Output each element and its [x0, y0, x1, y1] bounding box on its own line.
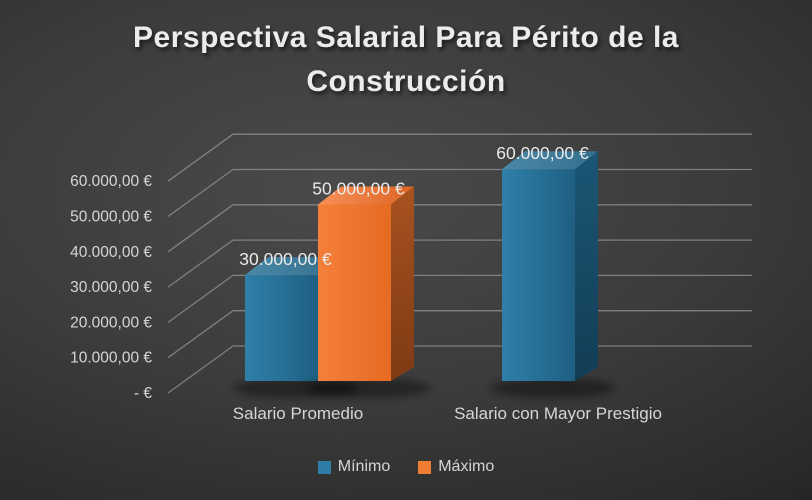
bar-shadow: [306, 378, 431, 398]
legend-label: Máximo: [438, 458, 495, 475]
legend-label: Mínimo: [337, 458, 391, 475]
data-label: 60.000,00 €: [496, 143, 589, 163]
chart-title: Perspectiva Salarial Para Périto de la C…: [133, 21, 679, 99]
bar-top-face: [245, 257, 341, 276]
bars-group: [233, 151, 615, 398]
y-tick-label: - €: [134, 385, 152, 402]
bar-mínimo-1: [502, 169, 575, 381]
bar-side-face: [391, 186, 414, 381]
category-labels-group: Salario Promedio Salario con Mayor Presti…: [233, 404, 662, 423]
legend-item-mínimo: Mínimo: [317, 458, 391, 476]
y-tick-label: 20.000,00 €: [70, 314, 152, 331]
bar-mínimo-0: [245, 275, 318, 381]
bar-shadow: [490, 378, 615, 398]
data-label: 30.000,00 €: [239, 249, 332, 269]
y-tick-label: 10.000,00 €: [70, 350, 152, 367]
bar-top-face: [318, 186, 414, 205]
bar-máximo-0: [318, 204, 391, 381]
y-tick-label: 50.000,00 €: [70, 209, 152, 226]
category-label: Salario Promedio: [233, 404, 363, 423]
legend-swatch-icon: [317, 460, 331, 474]
grid-line: [167, 133, 752, 182]
y-tick-label: 60.000,00 €: [70, 173, 152, 190]
bar-top-face: [502, 151, 598, 170]
legend: Mínimo Máximo: [0, 455, 812, 479]
grid-line: [167, 168, 752, 218]
grid-line: [167, 204, 752, 253]
legend-item-máximo: Máximo: [418, 458, 494, 476]
y-axis-labels-group: - € 10.000,00 € 20.000,00 € 30.000,00 € 40.0…: [70, 173, 152, 402]
legend-swatch-icon: [418, 460, 432, 474]
y-tick-label: 30.000,00 €: [70, 279, 152, 296]
data-label: 50.000,00 €: [312, 179, 405, 199]
y-tick-label: 40.000,00 €: [70, 244, 152, 261]
bar-side-face: [575, 151, 598, 381]
data-labels-group: 30.000,00 € 50.000,00 € 60.000,00 €: [239, 143, 589, 269]
category-label: Salario con Mayor Prestigio: [454, 404, 662, 423]
